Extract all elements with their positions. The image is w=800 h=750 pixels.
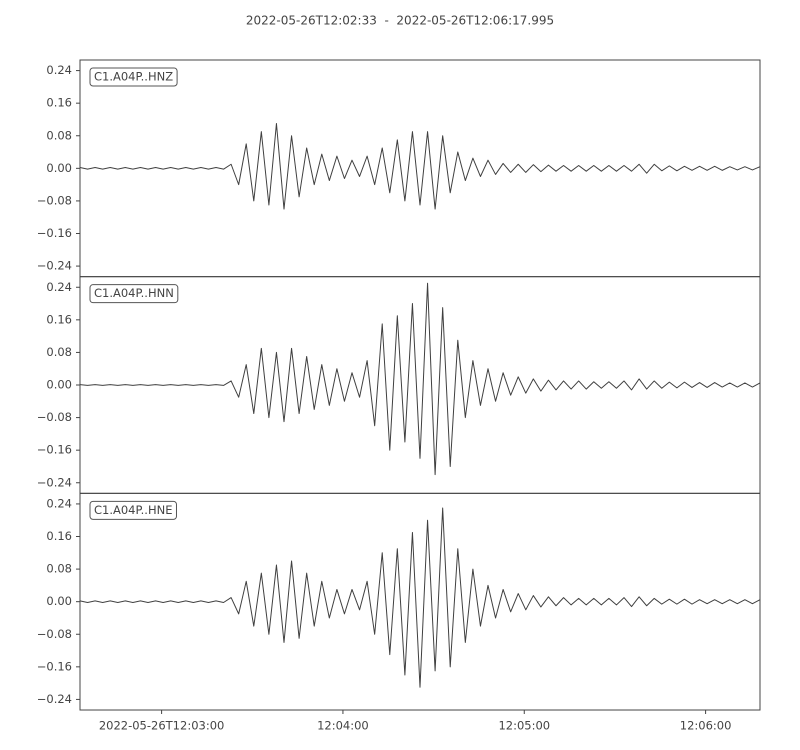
y-tick-label: −0.24 <box>37 475 72 489</box>
y-tick-label: −0.08 <box>37 193 72 207</box>
y-tick-label: 0.24 <box>46 280 72 294</box>
y-tick-label: −0.24 <box>37 259 72 273</box>
chart-title: 2022-05-26T12:02:33 - 2022-05-26T12:06:1… <box>246 14 554 28</box>
y-tick-label: −0.16 <box>37 659 72 673</box>
trace-label: C1.A04P..HNZ <box>94 70 173 84</box>
x-tick-label: 12:05:00 <box>498 719 550 733</box>
trace-label: C1.A04P..HNE <box>94 503 172 517</box>
y-tick-label: 0.00 <box>46 378 72 392</box>
x-tick-label: 12:04:00 <box>317 719 369 733</box>
y-tick-label: 0.00 <box>46 594 72 608</box>
y-tick-label: 0.16 <box>46 96 72 110</box>
y-tick-label: 0.24 <box>46 63 72 77</box>
y-tick-label: 0.16 <box>46 312 72 326</box>
y-tick-label: 0.08 <box>46 345 72 359</box>
trace-label-box <box>89 67 178 87</box>
y-tick-label: −0.16 <box>37 443 72 457</box>
y-tick-label: 0.24 <box>46 496 72 510</box>
y-tick-label: −0.24 <box>37 692 72 706</box>
trace-label: C1.A04P..HNN <box>94 286 174 300</box>
trace <box>79 507 761 688</box>
trace <box>79 123 761 210</box>
trace-label-box <box>89 500 177 520</box>
y-tick-label: −0.08 <box>37 627 72 641</box>
x-tick-label: 12:06:00 <box>680 719 732 733</box>
trace <box>79 282 761 476</box>
y-tick-label: 0.16 <box>46 529 72 543</box>
x-tick-label: 2022-05-26T12:03:00 <box>99 719 225 733</box>
y-tick-label: 0.08 <box>46 562 72 576</box>
trace-label-box <box>89 284 179 304</box>
y-tick-label: 0.08 <box>46 128 72 142</box>
y-tick-label: 0.00 <box>46 161 72 175</box>
y-tick-label: −0.08 <box>37 410 72 424</box>
y-tick-label: −0.16 <box>37 226 72 240</box>
